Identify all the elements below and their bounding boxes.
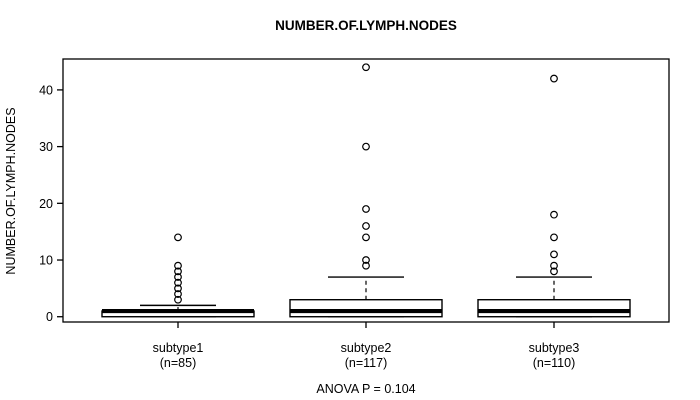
- outlier-point: [174, 278, 182, 287]
- y-axis-tick-label: 10: [39, 254, 53, 268]
- group-size-label: (n=110): [533, 356, 576, 370]
- outlier-point: [174, 261, 182, 270]
- outlier-point: [362, 233, 370, 242]
- outlier-point: [550, 233, 558, 242]
- outlier-point: [174, 284, 182, 293]
- group-label: subtype2: [341, 341, 392, 355]
- outlier-point: [362, 256, 370, 264]
- outlier-point: [362, 222, 370, 230]
- outlier-point: [174, 290, 182, 298]
- outlier-point: [550, 261, 558, 270]
- outlier-point: [174, 273, 182, 281]
- plot-area: 0 10 20 30 40 subtype1(n=85) subtype2(n=117) su…: [39, 58, 670, 370]
- chart-title: NUMBER.OF.LYMPH.NODES: [275, 18, 457, 33]
- anova-annotation: ANOVA P = 0.104: [316, 382, 415, 396]
- outlier-point: [550, 267, 558, 276]
- outlier-point: [362, 205, 370, 213]
- group-size-label: (n=117): [345, 356, 388, 370]
- outlier-point: [174, 267, 182, 276]
- box: [477, 299, 631, 318]
- outlier-point: [174, 295, 182, 304]
- outlier-point: [362, 142, 370, 151]
- outlier-point: [362, 261, 370, 270]
- group-size-label: (n=85): [160, 356, 196, 370]
- outlier-point: [362, 63, 370, 72]
- y-axis-tick-label: 30: [39, 140, 53, 154]
- outlier-point: [174, 233, 182, 242]
- y-axis-tick-label: 0: [46, 310, 53, 324]
- group-label: subtype1: [153, 341, 204, 355]
- outlier-point: [550, 74, 558, 83]
- y-axis-label: NUMBER.OF.LYMPH.NODES: [4, 107, 18, 274]
- y-axis-tick-label: 40: [39, 83, 53, 97]
- box: [289, 299, 443, 318]
- group-label: subtype3: [529, 341, 580, 355]
- outlier-point: [550, 250, 558, 259]
- y-axis-tick-label: 20: [39, 197, 53, 211]
- outlier-point: [550, 210, 558, 219]
